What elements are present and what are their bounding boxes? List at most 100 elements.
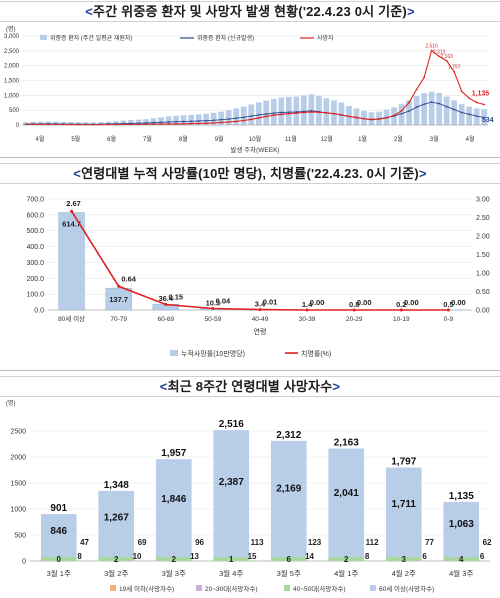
- age-rate-legend-label: 누적사망률(10만명당): [181, 349, 245, 358]
- weekly-deaths-line-point: [475, 101, 478, 104]
- weekly-bar: [158, 117, 164, 125]
- age-rate-x-tick-label: 50-59: [205, 316, 222, 323]
- weekly-month-label: 8월: [179, 135, 188, 143]
- weekly-month-label: 12월: [321, 135, 333, 143]
- weekly-bar: [308, 94, 315, 125]
- weekly-deaths-line-point: [265, 115, 268, 118]
- age-deaths-y-tick-label: 0: [22, 559, 26, 566]
- weekly-bar: [458, 104, 465, 125]
- weekly-deaths-line-point: [287, 112, 290, 115]
- age-rate-bar-value: 614.7: [62, 220, 81, 229]
- weekly-bar: [406, 100, 412, 125]
- weekly-bar: [436, 92, 443, 125]
- weekly-bar: [413, 95, 420, 125]
- weekly-deaths-line-point: [393, 114, 395, 117]
- age-rate-x-tick-label: 20-29: [346, 316, 363, 323]
- weekly-deaths-line-point: [242, 119, 245, 122]
- divider: [0, 370, 500, 371]
- age-rate-x-axis-title: 연령: [254, 328, 267, 336]
- weekly-deaths-line-point: [370, 118, 373, 121]
- age-rate-fatality-label: 0.15: [168, 292, 183, 301]
- age-rate-y-tick-label: 600.0: [26, 212, 44, 219]
- weekly-month-label: 10월: [249, 135, 261, 143]
- weekly-bar: [443, 96, 450, 125]
- weekly-month-label: 2월: [394, 135, 403, 143]
- weekly-deaths-line-point: [355, 116, 358, 119]
- age-deaths-20-30-label: 8: [365, 552, 370, 561]
- weekly-new-severe-line-point: [475, 115, 478, 117]
- weekly-new-severe-line-point: [265, 113, 268, 115]
- weekly-death-callout: 1,797: [448, 65, 461, 71]
- weekly-title-bar: <주간 위중증 환자 및 사망자 발생 현황('22.4.23 0시 기준)>: [0, 1, 500, 22]
- age-rate-legend-label: 치명률(%): [301, 349, 331, 358]
- weekly-new-severe-line-point: [235, 117, 238, 120]
- age-deaths-60plus-label: 2,041: [334, 488, 359, 499]
- age-rate-fatality-point: [399, 308, 403, 312]
- age-rate-y-tick-label: 400.0: [26, 244, 44, 251]
- age-deaths-60plus-label: 1,711: [392, 499, 417, 510]
- age-rate-panel: <연령대별 누적 사망률(10만 명당), 치명률('22.4.23. 0시 기…: [0, 160, 500, 365]
- age-deaths-y-tick-label: 1500: [10, 481, 26, 488]
- weekly-bar: [225, 110, 232, 125]
- age-deaths-20-30-label: 10: [133, 552, 142, 561]
- weekly-new-severe-line-point: [438, 102, 441, 105]
- age-rate-y2-tick-label: 2.50: [476, 215, 490, 222]
- age-rate-bar-value: 0.2: [396, 300, 406, 309]
- age-deaths-20-30-label: 6: [422, 552, 427, 561]
- weekly-deaths-line-point: [272, 114, 275, 117]
- weekly-bar: [466, 106, 473, 125]
- age-rate-fatality-point: [117, 284, 121, 288]
- age-deaths-60plus-label: 1,063: [449, 519, 474, 530]
- age-deaths-total-label: 901: [50, 503, 67, 514]
- weekly-deaths-line-point: [453, 70, 456, 73]
- weekly-deaths-line-point: [257, 116, 260, 119]
- age-rate-fatality-label: 0.00: [404, 298, 419, 307]
- age-rate-y-tick-label: 700.0: [26, 197, 44, 204]
- age-rate-y2-tick-label: 2.00: [476, 234, 490, 241]
- weekly-deaths-line-point: [212, 121, 215, 124]
- age-deaths-19under-label: 1: [229, 555, 234, 564]
- weekly-month-label: 6월: [107, 135, 116, 143]
- age-rate-fatality-point: [305, 308, 309, 312]
- age-deaths-x-tick-label: 3월 2주: [104, 568, 128, 578]
- age-deaths-total-label: 1,135: [449, 491, 474, 502]
- age-deaths-60plus-label: 2,387: [219, 477, 244, 488]
- weekly-deaths-line-point: [363, 117, 365, 120]
- divider: [0, 157, 500, 158]
- age-rate-fatality-point: [352, 308, 356, 312]
- weekly-deaths-line-point: [378, 118, 380, 120]
- weekly-deaths-line-point: [385, 116, 388, 119]
- age-deaths-40-50-bar: [155, 557, 192, 561]
- age-deaths-total-label: 2,312: [276, 430, 301, 441]
- age-rate-bar-value: 137.7: [109, 295, 128, 304]
- age-rate-fatality-point: [211, 307, 215, 311]
- weekly-unit-label: (명): [6, 25, 16, 33]
- age-deaths-x-tick-label: 3월 3주: [162, 568, 186, 578]
- age-deaths-60plus-bar: [155, 459, 192, 561]
- weekly-new-severe-line-point: [453, 108, 456, 111]
- age-deaths-x-tick-label: 3월 1주: [47, 568, 71, 578]
- age-deaths-legend-swatch: [196, 585, 202, 591]
- weekly-new-severe-line-point: [205, 119, 208, 122]
- age-deaths-total-label: 1,797: [391, 457, 416, 468]
- age-rate-bar-value: 1.4: [302, 300, 313, 309]
- weekly-bar: [255, 102, 262, 125]
- weekly-deaths-line-point: [408, 101, 410, 104]
- age-deaths-40-50-label: 69: [138, 538, 147, 547]
- age-deaths-total-label: 1,957: [161, 448, 186, 459]
- age-deaths-unit-label: (명): [6, 399, 16, 407]
- weekly-deaths-line-point: [152, 123, 155, 126]
- weekly-new-severe-line-point: [408, 110, 410, 112]
- weekly-deaths-line-point: [160, 123, 162, 126]
- age-deaths-40-50-label: 47: [80, 538, 89, 547]
- age-rate-fatality-label: 0.00: [310, 298, 325, 307]
- age-deaths-19under-label: 6: [287, 555, 292, 564]
- weekly-new-severe-line-point: [160, 121, 162, 124]
- weekly-bar: [180, 115, 187, 125]
- weekly-y-tick-label: 2,500: [4, 49, 20, 55]
- weekly-new-severe-line-point: [460, 111, 463, 114]
- weekly-deaths-line-point: [340, 114, 343, 116]
- weekly-month-label: 7월: [143, 135, 152, 143]
- weekly-bar: [150, 118, 157, 125]
- age-rate-x-tick-label: 80세 이상: [58, 314, 85, 323]
